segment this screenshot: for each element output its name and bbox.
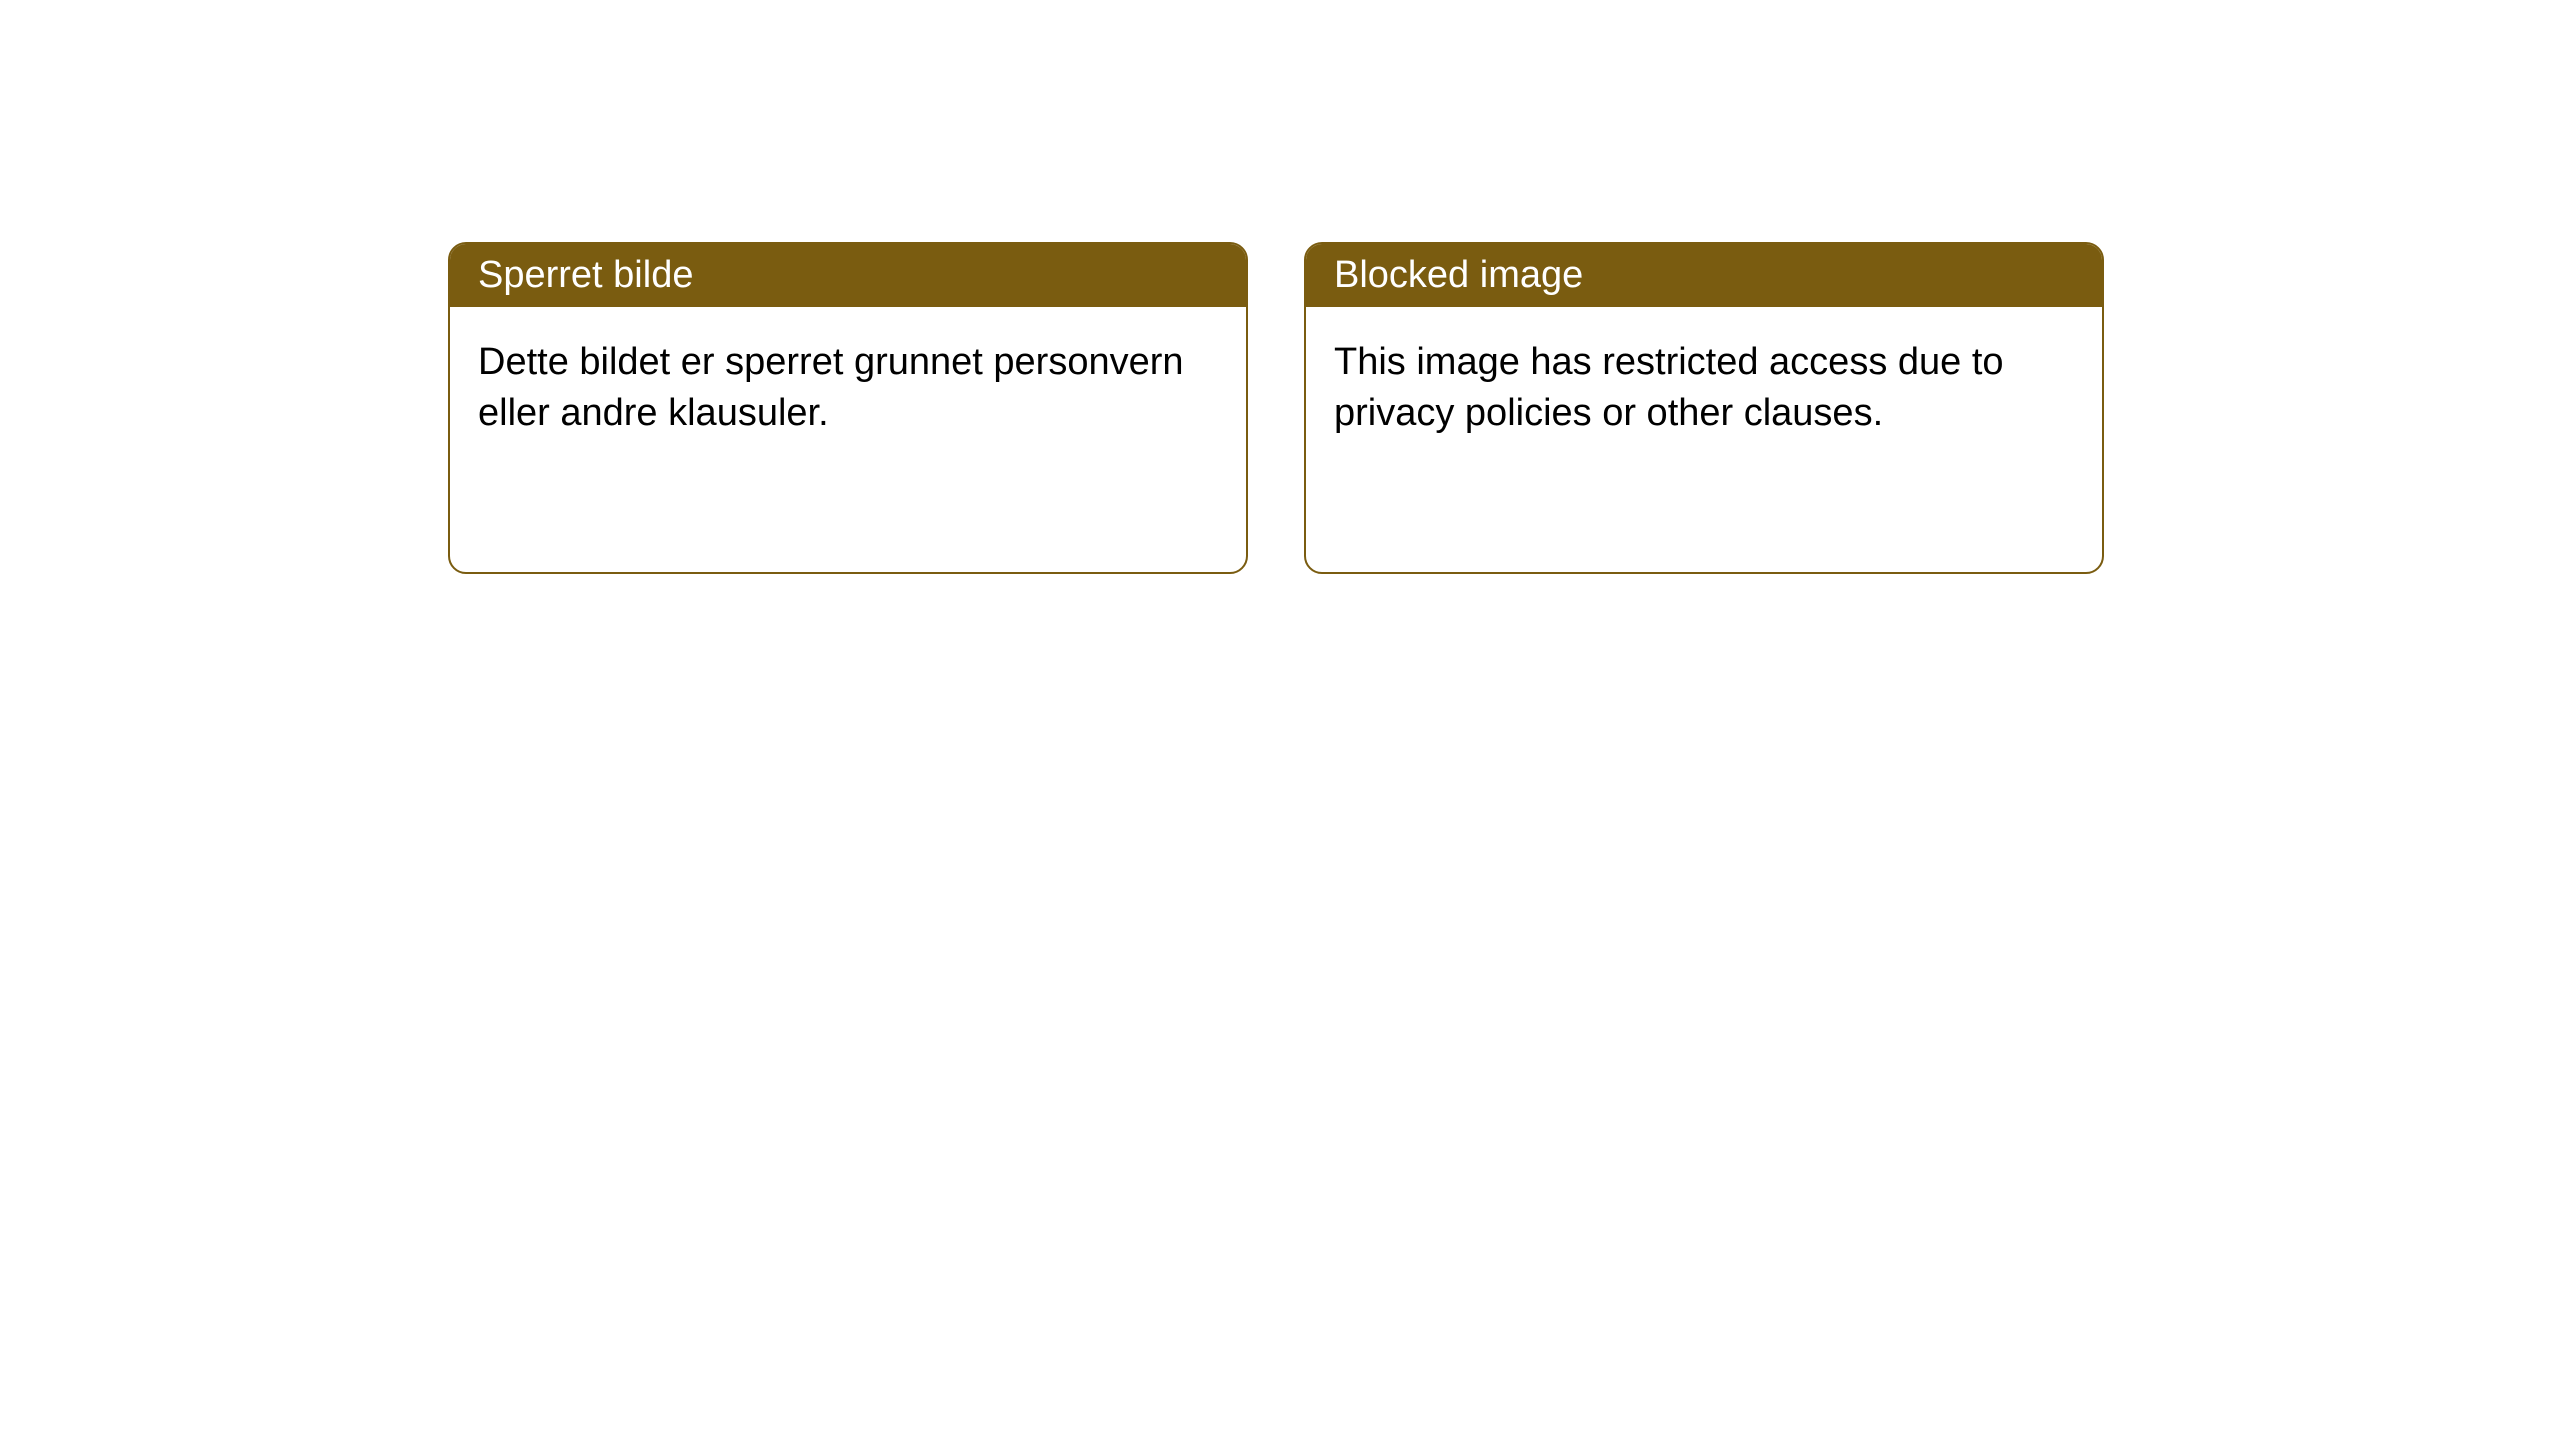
card-title: Blocked image [1334,254,1583,296]
card-body: This image has restricted access due to … [1306,307,2102,470]
notice-cards-container: Sperret bilde Dette bildet er sperret gr… [448,242,2104,574]
notice-card-norwegian: Sperret bilde Dette bildet er sperret gr… [448,242,1248,574]
notice-card-english: Blocked image This image has restricted … [1304,242,2104,574]
card-header: Blocked image [1306,244,2102,307]
card-body-text: This image has restricted access due to … [1334,341,2004,434]
card-body-text: Dette bildet er sperret grunnet personve… [478,341,1184,434]
card-body: Dette bildet er sperret grunnet personve… [450,307,1246,470]
card-title: Sperret bilde [478,254,693,296]
card-header: Sperret bilde [450,244,1246,307]
